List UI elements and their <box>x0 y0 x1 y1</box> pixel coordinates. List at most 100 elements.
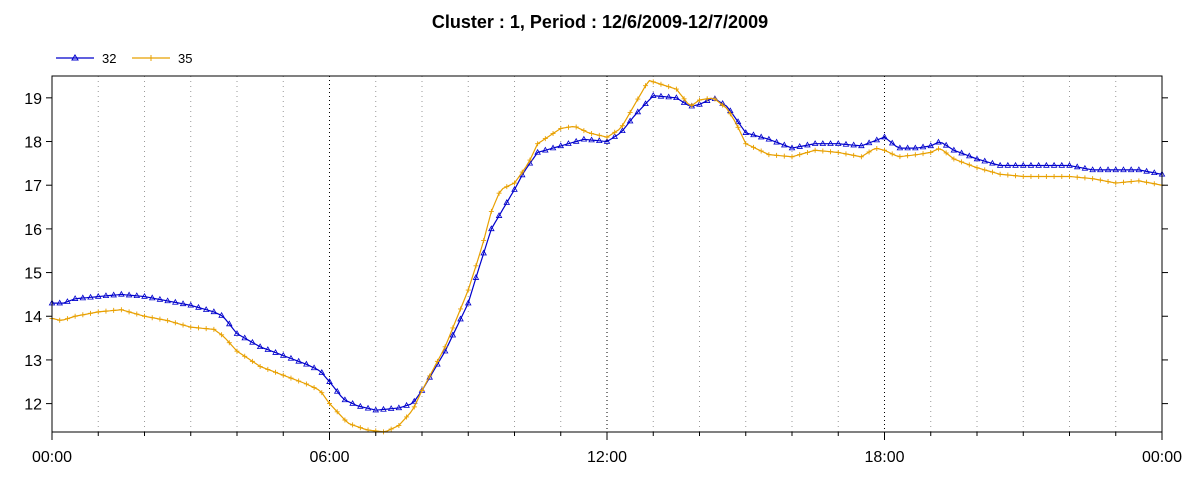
data-point <box>87 293 94 300</box>
data-point <box>834 140 842 146</box>
data-point <box>350 422 356 428</box>
data-point <box>565 124 571 130</box>
data-point <box>427 373 433 379</box>
data-point <box>774 152 780 158</box>
data-point <box>287 354 295 361</box>
data-point <box>1051 173 1057 179</box>
data-point <box>1012 161 1019 168</box>
data-point <box>1113 180 1119 186</box>
data-point <box>226 340 232 346</box>
data-point <box>820 148 826 154</box>
data-point <box>488 225 495 232</box>
data-point <box>649 92 657 98</box>
data-point <box>1151 169 1158 176</box>
data-point <box>550 131 556 137</box>
data-point <box>473 263 479 269</box>
data-point <box>411 397 418 404</box>
data-point <box>635 96 641 102</box>
data-point <box>226 320 233 327</box>
data-point <box>233 330 241 336</box>
data-point <box>156 295 164 302</box>
data-point <box>442 344 448 350</box>
data-point <box>241 334 248 341</box>
data-point <box>796 143 803 149</box>
data-point <box>588 136 595 143</box>
data-point <box>804 141 811 148</box>
data-point <box>387 405 395 411</box>
data-point <box>850 141 857 148</box>
data-point <box>535 141 541 147</box>
data-point <box>720 102 726 108</box>
data-point <box>1143 167 1150 174</box>
legend-marker <box>71 54 79 61</box>
data-point <box>141 292 148 299</box>
data-point <box>974 165 980 171</box>
data-point <box>396 422 402 428</box>
y-tick-label: 18 <box>24 135 42 152</box>
data-point <box>303 360 310 367</box>
y-tick-label: 12 <box>24 397 42 414</box>
data-point <box>273 369 279 375</box>
data-point <box>125 291 133 298</box>
data-point <box>203 326 209 332</box>
data-point <box>673 86 679 92</box>
data-point <box>264 346 272 352</box>
data-point <box>1081 164 1089 171</box>
data-point <box>188 324 194 330</box>
data-point <box>219 332 225 338</box>
data-point <box>1127 166 1135 173</box>
data-point <box>342 417 348 423</box>
data-point <box>472 274 480 280</box>
data-point <box>804 149 810 155</box>
data-point <box>327 401 332 407</box>
data-point <box>295 357 302 364</box>
data-point <box>319 390 325 396</box>
data-point <box>357 425 363 431</box>
data-point <box>734 118 742 125</box>
data-point <box>612 129 618 135</box>
data-point <box>611 133 618 139</box>
data-point <box>1059 173 1065 179</box>
data-point <box>133 292 141 299</box>
data-point <box>242 353 248 359</box>
x-tick-label: 18:00 <box>864 449 904 466</box>
data-point <box>1043 173 1049 179</box>
data-point <box>503 199 511 205</box>
data-point <box>1090 176 1096 182</box>
data-point <box>781 153 787 159</box>
data-point <box>1097 177 1103 183</box>
data-point <box>727 111 733 117</box>
data-point <box>573 124 579 130</box>
data-point <box>712 96 718 102</box>
grid <box>97 76 1117 432</box>
data-point <box>95 309 101 315</box>
data-point <box>1112 166 1120 173</box>
data-point <box>419 388 425 394</box>
data-point <box>557 142 565 149</box>
data-point <box>1135 166 1143 173</box>
data-point <box>757 133 765 140</box>
data-point <box>441 347 449 354</box>
data-point <box>480 249 487 256</box>
data-point <box>758 148 764 154</box>
data-point <box>457 315 464 322</box>
data-point <box>989 169 995 175</box>
data-point <box>172 298 179 305</box>
data-point <box>619 127 626 134</box>
data-point <box>781 141 788 148</box>
data-point <box>180 322 186 328</box>
data-point <box>1058 161 1066 168</box>
data-point <box>750 144 756 150</box>
data-point <box>542 136 548 142</box>
data-point <box>1144 179 1150 185</box>
data-point <box>812 147 818 153</box>
data-point <box>380 405 387 412</box>
data-point <box>973 155 981 162</box>
data-point <box>318 369 326 375</box>
data-point <box>496 190 502 196</box>
data-point <box>142 313 147 319</box>
data-point <box>449 331 457 338</box>
data-point <box>773 138 780 145</box>
data-point <box>103 308 109 314</box>
